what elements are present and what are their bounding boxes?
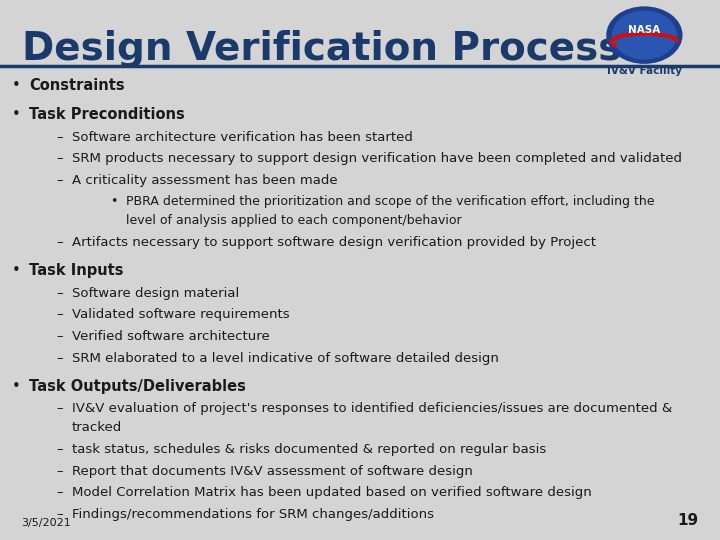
Text: –: – [57, 287, 63, 300]
Text: •: • [12, 379, 20, 394]
Text: –: – [57, 174, 63, 187]
Text: Artifacts necessary to support software design verification provided by Project: Artifacts necessary to support software … [72, 236, 596, 249]
Text: –: – [57, 236, 63, 249]
Text: 3/5/2021: 3/5/2021 [22, 518, 71, 528]
Text: •: • [12, 263, 20, 278]
Text: IV&V Facility: IV&V Facility [607, 66, 682, 77]
Text: PBRA determined the prioritization and scope of the verification effort, includi: PBRA determined the prioritization and s… [126, 195, 654, 208]
Text: •: • [110, 195, 117, 208]
Text: Model Correlation Matrix has been updated based on verified software design: Model Correlation Matrix has been update… [72, 486, 592, 499]
Text: Verified software architecture: Verified software architecture [72, 330, 270, 343]
Text: –: – [57, 443, 63, 456]
Text: NASA: NASA [629, 25, 660, 35]
Text: tracked: tracked [72, 421, 122, 434]
Text: 19: 19 [678, 513, 698, 528]
Text: –: – [57, 402, 63, 415]
Text: Software architecture verification has been started: Software architecture verification has b… [72, 131, 413, 144]
Text: –: – [57, 464, 63, 477]
Text: Findings/recommendations for SRM changes/additions: Findings/recommendations for SRM changes… [72, 508, 434, 521]
Text: level of analysis applied to each component/behavior: level of analysis applied to each compon… [126, 214, 462, 227]
Text: –: – [57, 152, 63, 165]
Text: Software design material: Software design material [72, 287, 239, 300]
Text: –: – [57, 330, 63, 343]
Text: –: – [57, 308, 63, 321]
Text: task status, schedules & risks documented & reported on regular basis: task status, schedules & risks documente… [72, 443, 546, 456]
Text: •: • [12, 78, 20, 93]
Text: Task Outputs/Deliverables: Task Outputs/Deliverables [29, 379, 246, 394]
Text: –: – [57, 508, 63, 521]
Text: Report that documents IV&V assessment of software design: Report that documents IV&V assessment of… [72, 464, 473, 477]
Text: –: – [57, 131, 63, 144]
Circle shape [613, 11, 676, 59]
Text: A criticality assessment has been made: A criticality assessment has been made [72, 174, 338, 187]
Text: IV&V evaluation of project's responses to identified deficiencies/issues are doc: IV&V evaluation of project's responses t… [72, 402, 672, 415]
Text: Validated software requirements: Validated software requirements [72, 308, 289, 321]
Text: •: • [12, 107, 20, 122]
Text: Design Verification Process: Design Verification Process [22, 30, 621, 68]
Text: –: – [57, 352, 63, 365]
Text: Task Inputs: Task Inputs [29, 263, 123, 278]
Text: Task Preconditions: Task Preconditions [29, 107, 184, 122]
Circle shape [607, 7, 682, 63]
Text: SRM products necessary to support design verification have been completed and va: SRM products necessary to support design… [72, 152, 682, 165]
Text: SRM elaborated to a level indicative of software detailed design: SRM elaborated to a level indicative of … [72, 352, 499, 365]
Text: –: – [57, 486, 63, 499]
Text: Constraints: Constraints [29, 78, 125, 93]
